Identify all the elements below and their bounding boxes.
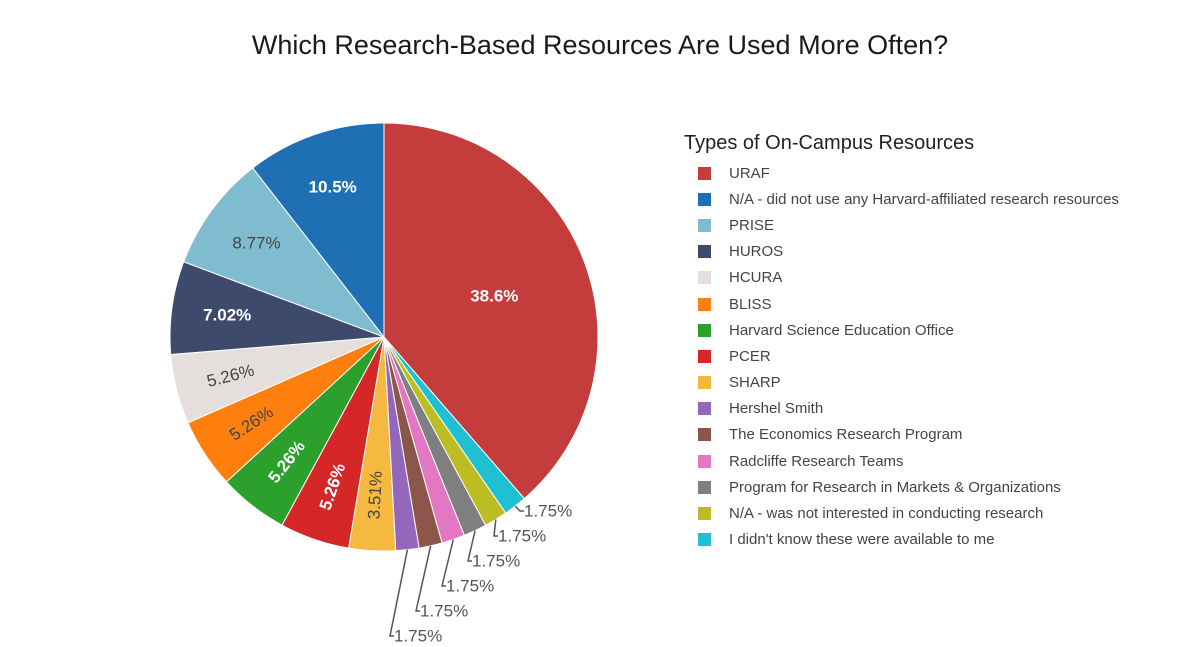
legend-label: N/A - did not use any Harvard-affiliated… (729, 190, 1119, 208)
leader-line-program-for-research-in-markets-organizations (467, 530, 476, 562)
legend-label: BLISS (729, 295, 772, 313)
legend-items: URAF N/A - did not use any Harvard-affili… (684, 160, 1119, 553)
slice-label-hershel-smith: 1.75% (394, 627, 442, 646)
legend-swatch (698, 402, 711, 416)
legend-label: URAF (729, 164, 770, 182)
legend-swatch (698, 192, 711, 206)
legend-swatch (698, 376, 711, 390)
legend-item-i-didn-t-know-these-were-available-to-me: I didn't know these were available to me (684, 527, 1119, 553)
legend-swatch (698, 297, 711, 311)
legend-swatch (698, 349, 711, 363)
legend-title: Types of On-Campus Resources (684, 132, 975, 154)
legend-label: HCURA (729, 269, 783, 287)
chart-title: Which Research-Based Resources Are Used … (251, 30, 949, 60)
pie-slice-uraf (383, 122, 599, 500)
leader-line-radcliffe-research-teams (441, 539, 455, 587)
slice-label-sharp: 3.51% (364, 471, 386, 520)
legend-item-huros: HUROS (684, 239, 1119, 265)
slice-label-i-didn-t-know-these-were-available-to-me: 1.75% (524, 502, 572, 521)
legend-label: Radcliffe Research Teams (729, 452, 904, 470)
legend-swatch (698, 323, 711, 337)
legend-item-hershel-smith: Hershel Smith (684, 396, 1119, 422)
legend-label: Harvard Science Education Office (729, 321, 954, 339)
leader-line-n-a-was-not-interested-in-conducting-research (493, 519, 498, 537)
legend-swatch (698, 428, 711, 442)
leader-line-the-economics-research-program (415, 545, 432, 612)
legend-label: Program for Research in Markets & Organi… (729, 478, 1061, 496)
legend-item-prise: PRISE (684, 212, 1119, 238)
slice-label-uraf: 38.6% (470, 286, 518, 305)
legend-item-uraf: URAF (684, 160, 1119, 186)
legend-item-the-economics-research-program: The Economics Research Program (684, 422, 1119, 448)
slice-label-huros: 7.02% (203, 306, 251, 325)
slice-label-radcliffe-research-teams: 1.75% (446, 577, 494, 596)
legend-item-harvard-science-education-office: Harvard Science Education Office (684, 317, 1119, 343)
legend-label: I didn't know these were available to me (729, 531, 995, 549)
legend-item-n-a-did-not-use-any-harvard-affiliated-research-resources: N/A - did not use any Harvard-affiliated… (684, 186, 1119, 212)
slice-label-n-a-did-not-use-any-harvard-affiliated-research-resources: 10.5% (309, 178, 357, 197)
legend-label: HUROS (729, 243, 784, 261)
slice-label-the-economics-research-program: 1.75% (420, 602, 468, 621)
legend-item-pcer: PCER (684, 343, 1119, 369)
legend-label: PCER (729, 347, 771, 365)
legend-swatch (698, 454, 711, 468)
slice-label-prise: 8.77% (232, 234, 280, 253)
legend-swatch (698, 507, 711, 521)
legend-item-n-a-was-not-interested-in-conducting-research: N/A - was not interested in conducting r… (684, 500, 1119, 526)
pie-slice-n-a-did-not-use-any-harvard-affiliated-research-resources (252, 122, 385, 339)
legend-item-sharp: SHARP (684, 370, 1119, 396)
slice-label-program-for-research-in-markets-organizations: 1.75% (472, 552, 520, 571)
legend-swatch (698, 480, 711, 494)
legend-swatch (698, 218, 711, 232)
legend-label: N/A - was not interested in conducting r… (729, 505, 1044, 523)
legend-swatch (698, 533, 711, 547)
pie-slices (169, 122, 599, 552)
legend-label: SHARP (729, 374, 781, 392)
leader-line-hershel-smith (389, 549, 409, 637)
legend-swatch (698, 166, 711, 180)
legend: Types of On-Campus Resources URAF N/A - d… (684, 132, 1119, 553)
leader-line-i-didn-t-know-these-were-available-to-me (514, 505, 524, 512)
legend-item-hcura: HCURA (684, 265, 1119, 291)
legend-item-radcliffe-research-teams: Radcliffe Research Teams (684, 448, 1119, 474)
pie-slice-prise (183, 167, 386, 339)
legend-item-program-for-research-in-markets-organizations: Program for Research in Markets & Organi… (684, 474, 1119, 500)
legend-item-bliss: BLISS (684, 291, 1119, 317)
leader-lines (389, 505, 524, 637)
legend-label: The Economics Research Program (729, 426, 963, 444)
legend-label: PRISE (729, 216, 775, 234)
legend-label: Hershel Smith (729, 400, 824, 418)
legend-swatch (698, 245, 711, 259)
slice-label-n-a-was-not-interested-in-conducting-research: 1.75% (498, 527, 546, 546)
legend-swatch (698, 271, 711, 285)
